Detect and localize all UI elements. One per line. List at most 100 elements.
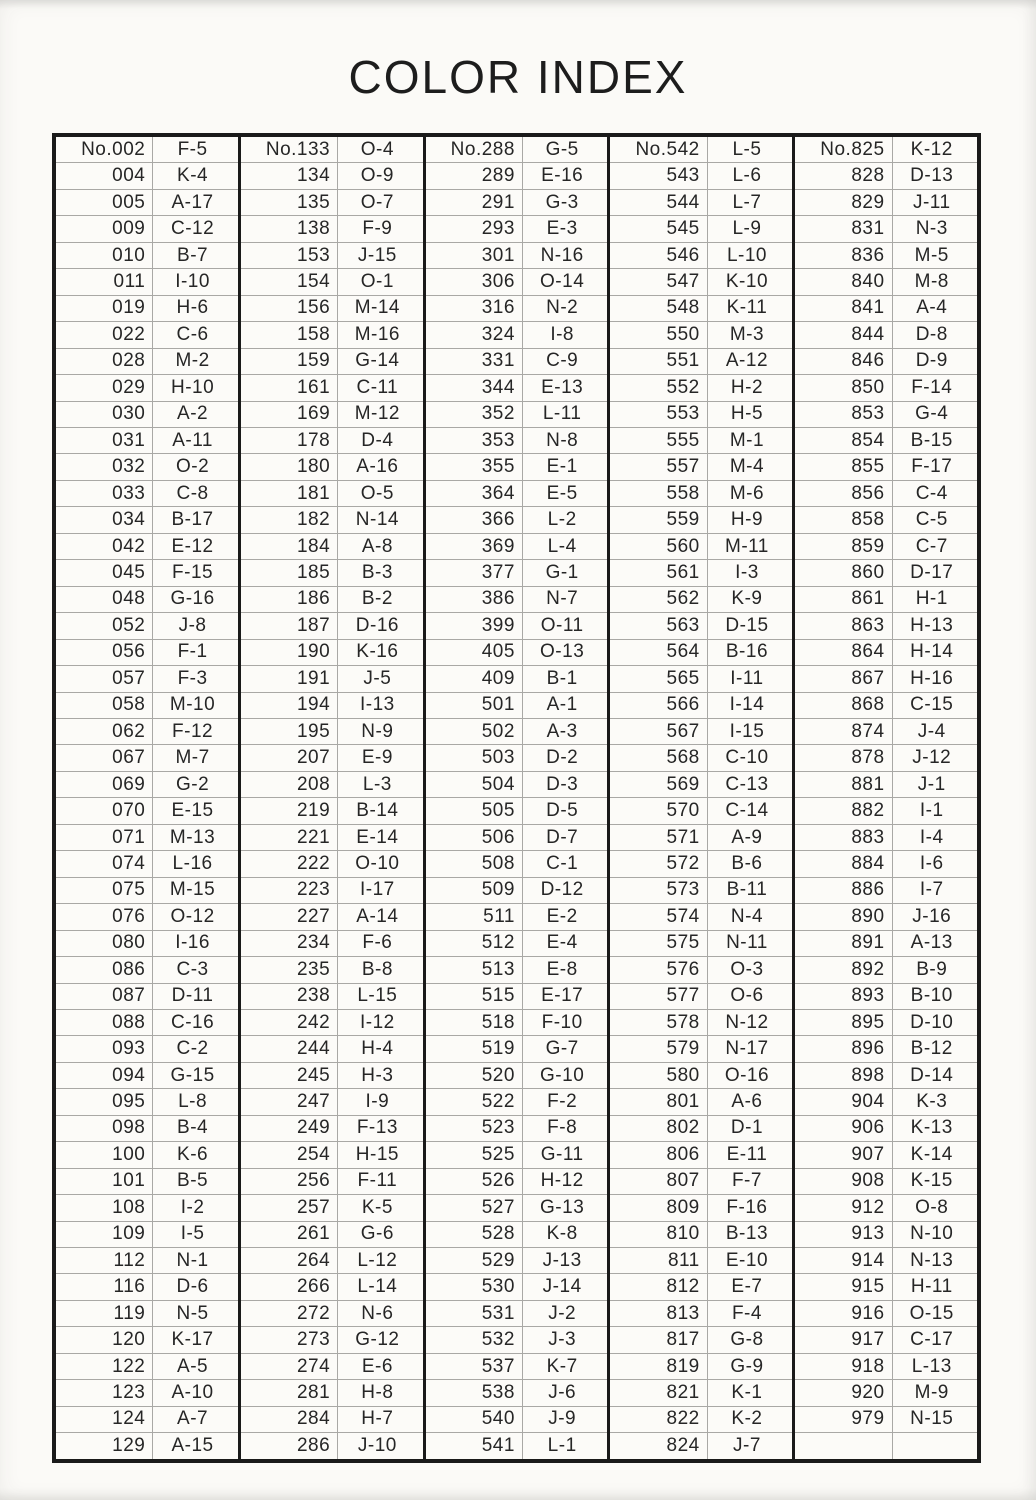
- table-row: 135 O-7: [240, 188, 423, 216]
- table-row: 898 D-14: [795, 1061, 977, 1089]
- color-code-cell: F-4: [706, 1300, 792, 1327]
- color-number-cell: 502: [481, 720, 515, 742]
- table-row: 364 E-5: [425, 479, 608, 507]
- table-row: 324 I-8: [425, 321, 608, 348]
- color-code-cell: K-7: [521, 1353, 607, 1380]
- color-number-cell: 185: [296, 561, 331, 583]
- color-number-cell: 364: [481, 482, 515, 504]
- table-row: 567 I-15: [610, 717, 793, 745]
- color-number-cell: 186: [296, 588, 331, 610]
- table-row: 076 O-12: [56, 903, 238, 930]
- color-number-cell: 070: [112, 800, 146, 822]
- color-code-cell: O-10: [337, 851, 422, 877]
- table-row: 882 I-1: [795, 797, 977, 824]
- table-row: 221 E-14: [240, 823, 423, 851]
- color-number-cell: 088: [112, 1011, 146, 1033]
- table-row: 399 O-11: [425, 612, 608, 639]
- table-row: 119 N-5: [56, 1299, 238, 1327]
- color-number-cell: 266: [296, 1276, 331, 1298]
- table-row: 904 K-3: [795, 1088, 977, 1115]
- table-row: 075 M-15: [56, 876, 238, 904]
- color-code-cell: D-17: [891, 560, 977, 586]
- color-number-cell: 840: [851, 270, 885, 292]
- color-number-cell: 917: [851, 1329, 885, 1351]
- table-row: 537 K-7: [425, 1352, 608, 1380]
- color-code-cell: O-8: [891, 1195, 977, 1221]
- table-row: 550 M-3: [610, 321, 793, 348]
- color-number-cell: 859: [851, 535, 885, 557]
- table-row: 564 B-16: [610, 638, 793, 666]
- color-code-cell: I-16: [152, 930, 237, 957]
- table-row: 409 B-1: [425, 665, 608, 692]
- color-number-cell: 405: [481, 641, 515, 663]
- table-row: 245 H-3: [240, 1061, 423, 1089]
- color-number-cell: 180: [296, 456, 331, 478]
- color-code-cell: J-5: [337, 666, 422, 692]
- color-code-cell: O-15: [891, 1300, 977, 1327]
- table-row: 552 H-2: [610, 374, 793, 401]
- color-code-cell: A-11: [152, 427, 237, 454]
- table-row: No.133 O-4: [241, 137, 423, 163]
- table-row: 863 H-13: [795, 612, 977, 639]
- table-row: 116 D-6: [56, 1273, 238, 1300]
- color-number-cell: 908: [851, 1170, 885, 1192]
- color-number-cell: 284: [296, 1408, 331, 1430]
- color-number-cell: 883: [851, 826, 885, 848]
- color-code-cell: J-16: [891, 904, 977, 930]
- color-number-cell: 525: [481, 1143, 515, 1165]
- color-number-cell: 331: [481, 350, 515, 372]
- color-code-cell: G-1: [521, 560, 607, 586]
- table-row: 576 O-3: [610, 956, 793, 983]
- column-group-1: No.002 F-5 004 K-4 005 A-17 009 C-12 010 B-7 011 I-…: [56, 137, 238, 1459]
- color-code-cell: E-17: [521, 983, 607, 1009]
- color-code-cell: E-14: [337, 824, 422, 851]
- color-number-cell: 530: [481, 1276, 515, 1298]
- color-code-cell: G-12: [337, 1327, 422, 1353]
- color-code-cell: O-13: [521, 639, 607, 666]
- color-code-cell: E-7: [706, 1274, 792, 1300]
- color-code-cell: J-15: [337, 242, 422, 269]
- color-code-cell: G-5: [521, 137, 607, 163]
- color-number-cell: 513: [481, 958, 515, 980]
- table-row: 801 A-6: [610, 1088, 793, 1115]
- table-row: 571 A-9: [610, 823, 793, 851]
- table-row: 190 K-16: [240, 638, 423, 666]
- table-row: 355 E-1: [425, 453, 608, 480]
- color-number-cell: 552: [666, 376, 700, 398]
- color-number-cell: 076: [112, 905, 146, 927]
- color-number-cell: 257: [296, 1196, 331, 1218]
- color-number-cell: 828: [851, 165, 885, 187]
- color-code-cell: N-10: [891, 1221, 977, 1248]
- color-code-cell: L-9: [706, 216, 792, 242]
- table-row: 331 C-9: [425, 347, 608, 375]
- color-number-cell: 920: [851, 1382, 885, 1404]
- color-number-cell: 222: [296, 852, 331, 874]
- color-code-cell: J-14: [521, 1274, 607, 1300]
- table-row: 822 K-2: [610, 1405, 793, 1433]
- color-code-cell: G-16: [152, 586, 237, 613]
- table-row: 352 L-11: [425, 400, 608, 427]
- color-number-cell: 537: [481, 1355, 515, 1377]
- table-row: 525 G-11: [425, 1141, 608, 1168]
- color-code-cell: F-12: [152, 718, 237, 745]
- color-code-cell: N-4: [706, 904, 792, 930]
- color-code-cell: G-2: [152, 771, 237, 798]
- table-row: 034 B-17: [56, 506, 238, 533]
- color-number-cell: 571: [666, 826, 700, 848]
- table-row: 281 H-8: [240, 1379, 423, 1406]
- table-row: 191 J-5: [240, 665, 423, 692]
- color-code-cell: K-12: [891, 137, 977, 163]
- table-row: 266 L-14: [240, 1273, 423, 1300]
- table-row: 353 N-8: [425, 426, 608, 454]
- color-number-cell: 223: [296, 879, 331, 901]
- table-row: [795, 1432, 977, 1459]
- table-row: 071 M-13: [56, 823, 238, 851]
- color-code-cell: D-5: [521, 798, 607, 824]
- color-code-cell: M-8: [891, 269, 977, 295]
- color-number-cell: 508: [481, 852, 515, 874]
- table-row: 518 F-10: [425, 1008, 608, 1036]
- color-number-cell: 573: [666, 879, 700, 901]
- color-code-cell: I-3: [706, 560, 792, 586]
- color-code-cell: K-16: [337, 639, 422, 666]
- table-row: 907 K-14: [795, 1141, 977, 1168]
